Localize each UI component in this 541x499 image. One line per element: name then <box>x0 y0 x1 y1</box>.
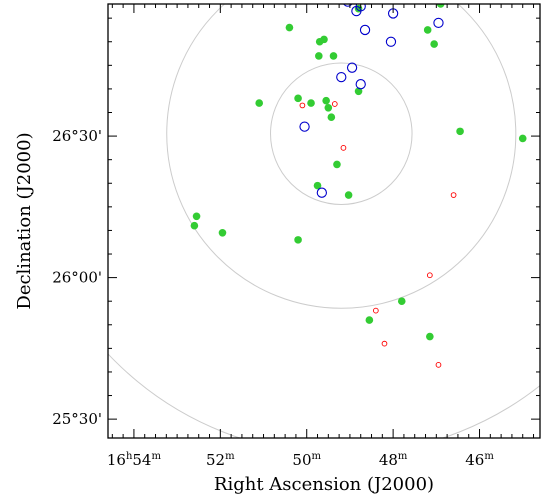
x-tick-label: 50m <box>292 451 321 469</box>
blue-point-17 <box>346 62 358 73</box>
y-tick-label: 26°00' <box>52 269 102 287</box>
red-point-0 <box>299 102 306 109</box>
green-point-18 <box>324 103 333 112</box>
green-point-8 <box>329 52 338 60</box>
green-point-6 <box>320 35 328 44</box>
red-point-1 <box>331 101 338 107</box>
red-point-2 <box>340 145 347 151</box>
green-point-15 <box>294 94 302 103</box>
red-point-3 <box>450 192 457 198</box>
blue-point-14 <box>385 36 397 47</box>
green-point-23 <box>354 87 363 96</box>
radius-circle-1 <box>270 62 413 205</box>
green-point-21 <box>313 181 322 190</box>
blue-point-11 <box>351 5 362 17</box>
x-tick-label: 46m <box>465 451 494 469</box>
blue-point-18 <box>355 79 366 90</box>
green-point-29 <box>294 236 302 244</box>
green-point-13 <box>436 4 445 8</box>
blue-point-15 <box>433 17 444 29</box>
green-point-24 <box>456 127 464 136</box>
green-point-17 <box>322 96 330 105</box>
blue-point-7 <box>343 4 353 7</box>
y-tick-label: 26°30' <box>52 127 102 145</box>
green-point-14 <box>255 99 263 107</box>
red-point-4 <box>426 272 433 279</box>
x-tick-label: 16h54m <box>107 451 162 469</box>
green-point-7 <box>315 52 323 60</box>
green-point-19 <box>327 113 336 122</box>
y-tick-label: 25°30' <box>52 410 102 428</box>
radius-circle-2 <box>166 4 517 309</box>
green-point-11 <box>423 26 432 34</box>
green-point-20 <box>333 160 341 169</box>
red-point-6 <box>381 340 388 347</box>
plot-frame <box>107 3 541 439</box>
radius-circles <box>108 4 540 438</box>
green-point-25 <box>518 134 527 143</box>
green-point-12 <box>430 40 438 48</box>
blue-point-20 <box>316 187 327 198</box>
red-point-7 <box>435 362 442 368</box>
green-point-27 <box>190 221 199 230</box>
x-tick-label: 52m <box>206 451 235 469</box>
x-tick-label: 48m <box>379 451 408 469</box>
green-point-22 <box>344 191 353 199</box>
y-ticks: 25°30' 26°00' 26°30' <box>52 17 540 428</box>
green-point-32 <box>426 332 434 341</box>
source-points <box>190 0 527 368</box>
x-axis-label: Right Ascension (J2000) <box>214 474 434 495</box>
green-point-30 <box>365 316 374 324</box>
green-point-26 <box>192 212 201 221</box>
green-point-28 <box>218 228 227 237</box>
green-point-4 <box>285 23 294 32</box>
x-ticks: 16h54m 52m 50m 48m 46m <box>107 4 535 469</box>
green-point-16 <box>307 99 315 107</box>
green-point-31 <box>397 297 406 305</box>
blue-point-19 <box>299 121 310 132</box>
blue-point-16 <box>336 71 347 83</box>
radius-circle-3 <box>108 353 540 438</box>
red-point-5 <box>372 307 379 314</box>
blue-point-13 <box>359 24 371 36</box>
blue-point-8 <box>340 0 349 2</box>
y-axis-label: Declination (J2000) <box>14 132 35 309</box>
